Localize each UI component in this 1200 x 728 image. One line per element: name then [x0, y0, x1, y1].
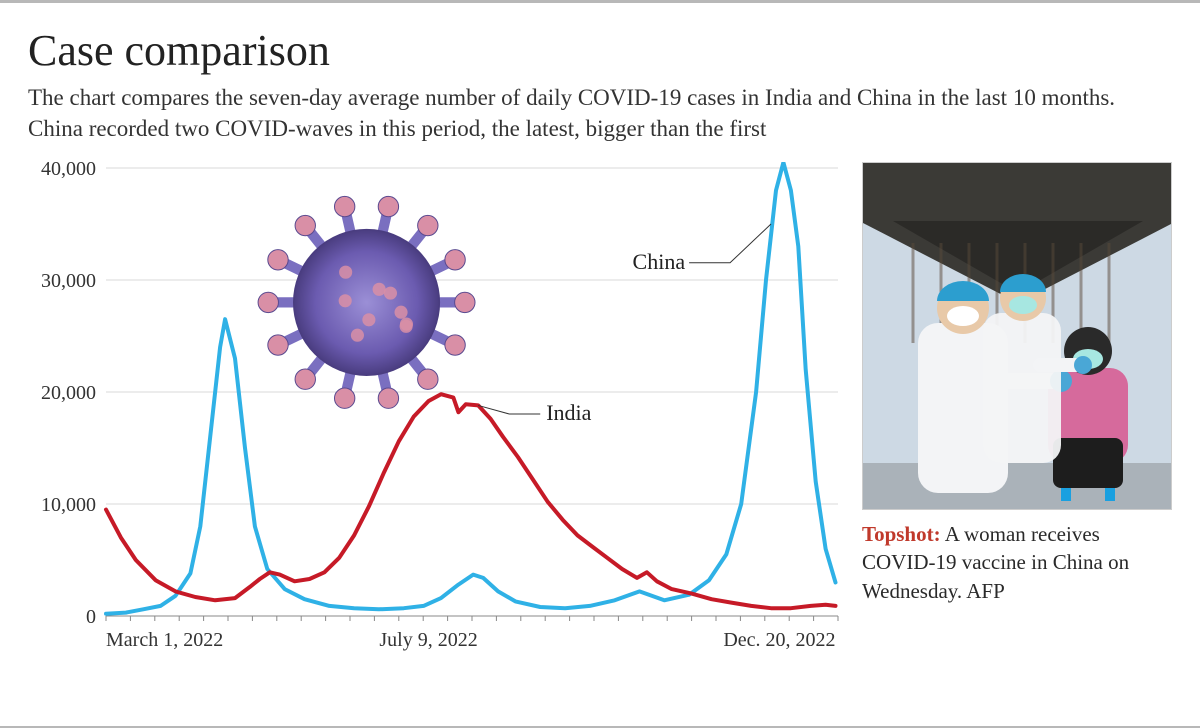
photo-caption: Topshot: A woman receives COVID-19 vacci… — [862, 520, 1172, 605]
page-title: Case comparison — [28, 25, 1172, 76]
photo-illustration — [863, 163, 1172, 510]
x-tick-label: March 1, 2022 — [106, 629, 223, 651]
series-label: China — [633, 249, 686, 274]
y-tick-label: 40,000 — [41, 162, 96, 180]
y-tick-label: 30,000 — [41, 270, 96, 292]
y-tick-label: 0 — [86, 606, 96, 628]
chart-container: 0 10,000 20,000 30,000 40,000 March 1, 2022 Ju… — [28, 162, 848, 662]
caption-lead: Topshot: — [862, 522, 941, 546]
x-tick-label: July 9, 2022 — [379, 629, 477, 651]
line-chart: 0 10,000 20,000 30,000 40,000 March 1, 2022 Ju… — [28, 162, 848, 662]
leader-line — [689, 224, 771, 263]
photo — [862, 162, 1172, 510]
infographic-frame: Case comparison The chart compares the s… — [0, 0, 1200, 728]
y-tick-label: 10,000 — [41, 494, 96, 516]
sidebar: Topshot: A woman receives COVID-19 vacci… — [862, 162, 1172, 662]
page-subtitle: The chart compares the seven-day average… — [28, 82, 1128, 144]
series-china — [106, 162, 836, 613]
x-tick-label: Dec. 20, 2022 — [723, 629, 835, 651]
series-label: India — [546, 400, 591, 425]
y-tick-label: 20,000 — [41, 382, 96, 404]
coronavirus-icon — [258, 196, 475, 408]
content-row: 0 10,000 20,000 30,000 40,000 March 1, 2022 Ju… — [28, 162, 1172, 662]
